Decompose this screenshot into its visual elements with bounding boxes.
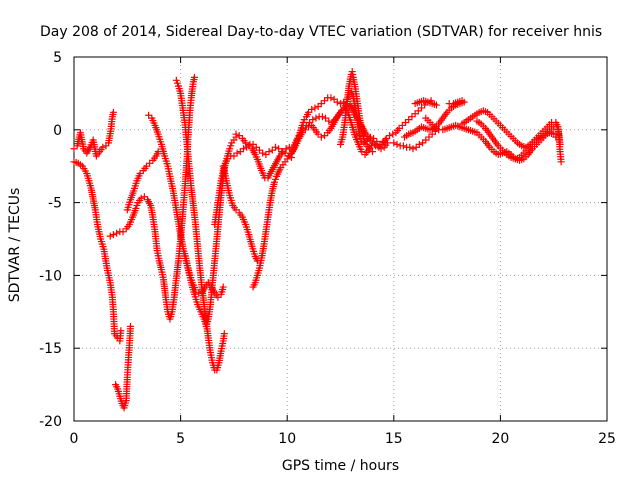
series-arc-11 [232,130,293,182]
y-tick-label: -10 [39,268,62,284]
axis-ticks: 0 5 10 15 20 25 -20 -15 -10 -5 0 5 [39,50,616,447]
series-arc-4 [106,73,198,323]
data-point [415,140,423,148]
data-point [311,104,319,112]
data-point [432,101,440,109]
series-arc-12 [249,88,435,291]
data-point [557,158,565,166]
data-point [371,140,379,148]
data-point [390,139,398,147]
y-tick-label: 5 [53,50,62,66]
series-arc-19 [445,97,466,108]
data-point [552,133,560,141]
series-arc-5 [123,148,162,214]
data-point [239,145,247,153]
series-arc-10 [219,162,261,265]
x-tick-label: 5 [176,431,185,447]
data-point [409,145,417,153]
x-tick-label: 25 [598,431,616,447]
data-point [308,105,316,113]
data-point [265,148,273,156]
series-arc-15 [337,68,376,156]
x-tick-label: 15 [385,431,403,447]
data-point [368,148,376,156]
data-point [399,142,407,150]
x-tick-label: 20 [491,431,509,447]
data-point [317,133,325,141]
data-point [333,98,341,106]
data-point [435,126,443,134]
series-arc-2 [70,158,125,345]
data-point [458,97,466,105]
plot-frame [73,56,608,422]
y-tick-label: -20 [39,414,62,430]
series-arc-14 [290,104,391,159]
data-point [137,194,145,202]
data-point [190,73,198,81]
data-point [219,283,227,291]
data-point [383,139,391,147]
data-point [327,94,335,102]
x-tick-label: 0 [70,431,79,447]
data-point [337,100,344,108]
series-arc-3 [112,322,134,412]
data-point [386,132,394,140]
data-points [70,68,565,412]
data-point [233,149,241,157]
data-point [126,322,134,330]
y-tick-label: -15 [39,341,62,357]
data-point [232,130,240,138]
data-point [325,117,333,125]
data-point [389,130,397,138]
data-point [106,232,114,240]
data-point [406,143,414,151]
series-arc-21 [422,114,443,134]
data-point [377,145,385,153]
data-point [393,140,401,148]
series-arc-7 [172,76,228,374]
data-point [309,116,317,124]
data-point [117,327,125,335]
data-point [259,149,267,157]
data-point [220,330,228,338]
data-point [109,231,117,239]
y-tick-label: -5 [48,196,62,212]
series-arc-18 [411,97,440,109]
chart-title: Day 208 of 2014, Sidereal Day-to-day VTE… [40,24,602,40]
data-point [99,143,107,151]
series-arc-1 [70,108,117,160]
data-point [282,145,290,153]
data-point [318,113,326,121]
x-axis-label: GPS time / hours [282,458,399,474]
data-point [312,114,320,122]
data-point [271,143,279,151]
y-axis-label: SDTVAR / TECUs [7,188,23,303]
x-tick-label: 10 [278,431,296,447]
y-tick-label: 0 [53,123,62,139]
data-point [113,229,121,237]
series-arc-22 [473,117,560,163]
data-point [109,108,117,116]
